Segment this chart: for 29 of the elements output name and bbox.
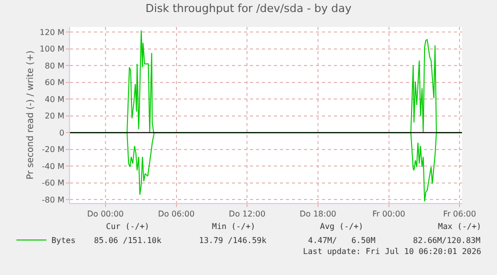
y-tick-label: 20 M [44,112,64,121]
y-tick-label: -80 M [42,195,64,204]
text: Min (-/+) [212,222,256,231]
y-axis-title: Pr second read (-) / write (+) [26,50,36,180]
text: 13.79 /146.59k [199,236,267,245]
x-tick-label: Fr 00:00 [372,210,406,219]
y-tick-label: 0 [59,128,64,138]
y-tick-label: 80 M [44,61,64,70]
y-tick-label: 120 M [40,28,64,37]
text: Cur (-/+) [106,222,150,231]
x-tick-label: Do 00:00 [87,210,124,219]
text: 82.66M/120.83M [413,236,481,245]
y-tick-label: -20 M [42,145,64,154]
text: 85.06 /151.10k [94,236,162,245]
chart-title: Disk throughput for /dev/sda - by day [145,2,352,15]
legend-label: Bytes [51,236,76,246]
y-tick-label: 100 M [40,44,64,54]
x-tick-label: Do 18:00 [300,210,336,219]
y-tick-label: -60 M [42,178,64,188]
y-tick-label: -40 M [42,162,64,171]
y-tick-label: 40 M [44,94,64,104]
text: Avg (-/+) [320,222,364,231]
text: Last update: Fri Jul 10 06:20:01 2026 [303,247,482,256]
y-tick-label: 60 M [44,78,64,88]
text: 4.47M/ 6.50M [308,236,376,245]
x-tick-label: Fr 06:00 [443,210,476,219]
x-tick-label: Do 12:00 [228,210,266,219]
text: Max (-/+) [438,222,482,231]
x-tick-label: Do 06:00 [158,210,195,219]
